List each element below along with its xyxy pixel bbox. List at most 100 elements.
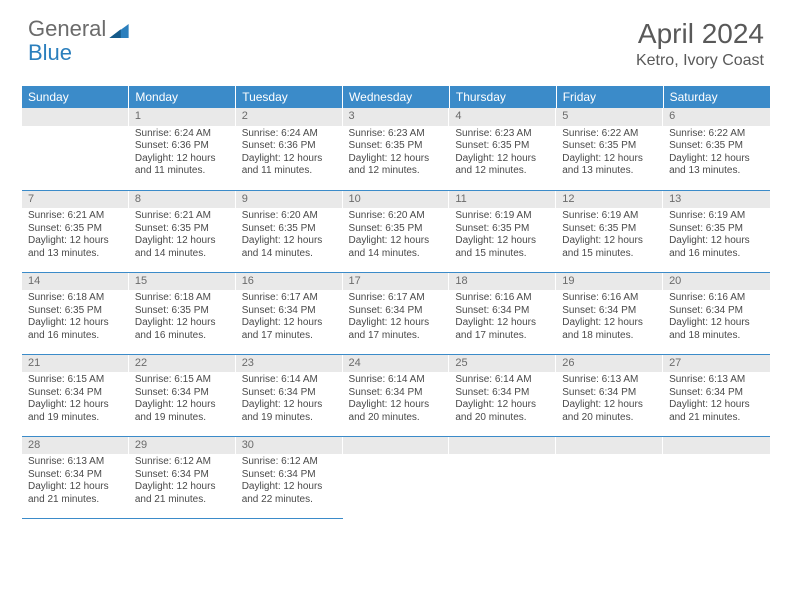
sunset-text: Sunset: 6:34 PM: [28, 387, 123, 400]
day-number: 8: [129, 191, 236, 209]
sunset-text: Sunset: 6:34 PM: [242, 469, 337, 482]
day-number: 3: [343, 108, 450, 126]
daylight-text: Daylight: 12 hours: [28, 399, 123, 412]
calendar-week-row: 21Sunrise: 6:15 AMSunset: 6:34 PMDayligh…: [22, 354, 770, 436]
day-details: Sunrise: 6:23 AMSunset: 6:35 PMDaylight:…: [343, 126, 450, 182]
sunrise-text: Sunrise: 6:19 AM: [562, 210, 657, 223]
sunrise-text: Sunrise: 6:21 AM: [28, 210, 123, 223]
sunrise-text: Sunrise: 6:16 AM: [562, 292, 657, 305]
calendar-cell: 25Sunrise: 6:14 AMSunset: 6:34 PMDayligh…: [449, 354, 556, 436]
daylight-text: and 15 minutes.: [455, 248, 550, 261]
daylight-text: and 21 minutes.: [135, 494, 230, 507]
sunrise-text: Sunrise: 6:15 AM: [135, 374, 230, 387]
day-details: Sunrise: 6:21 AMSunset: 6:35 PMDaylight:…: [129, 208, 236, 264]
sunset-text: Sunset: 6:35 PM: [242, 223, 337, 236]
day-number: 12: [556, 191, 663, 209]
day-details: Sunrise: 6:16 AMSunset: 6:34 PMDaylight:…: [556, 290, 663, 346]
calendar-week-row: 14Sunrise: 6:18 AMSunset: 6:35 PMDayligh…: [22, 272, 770, 354]
calendar-cell: 26Sunrise: 6:13 AMSunset: 6:34 PMDayligh…: [556, 354, 663, 436]
daylight-text: and 11 minutes.: [242, 165, 337, 178]
day-details: Sunrise: 6:18 AMSunset: 6:35 PMDaylight:…: [22, 290, 129, 346]
daylight-text: and 13 minutes.: [669, 165, 764, 178]
daylight-text: and 17 minutes.: [455, 330, 550, 343]
sunrise-text: Sunrise: 6:23 AM: [455, 128, 550, 141]
day-number: 4: [449, 108, 556, 126]
daylight-text: Daylight: 12 hours: [135, 235, 230, 248]
calendar-cell: [343, 436, 450, 518]
daylight-text: Daylight: 12 hours: [349, 317, 444, 330]
calendar-cell: 24Sunrise: 6:14 AMSunset: 6:34 PMDayligh…: [343, 354, 450, 436]
weekday-header: Monday: [129, 86, 236, 108]
day-number: 9: [236, 191, 343, 209]
daylight-text: Daylight: 12 hours: [28, 481, 123, 494]
sunrise-text: Sunrise: 6:24 AM: [135, 128, 230, 141]
weekday-header: Thursday: [449, 86, 556, 108]
day-number: 14: [22, 273, 129, 291]
day-details: Sunrise: 6:12 AMSunset: 6:34 PMDaylight:…: [129, 454, 236, 510]
sunset-text: Sunset: 6:34 PM: [242, 387, 337, 400]
sunrise-text: Sunrise: 6:19 AM: [455, 210, 550, 223]
calendar-cell: [663, 436, 770, 518]
calendar-cell: 10Sunrise: 6:20 AMSunset: 6:35 PMDayligh…: [343, 190, 450, 272]
day-details: Sunrise: 6:24 AMSunset: 6:36 PMDaylight:…: [236, 126, 343, 182]
daylight-text: Daylight: 12 hours: [349, 235, 444, 248]
daylight-text: and 20 minutes.: [349, 412, 444, 425]
header: GeneralBlue April 2024 Ketro, Ivory Coas…: [0, 0, 792, 80]
day-number: 27: [663, 355, 770, 373]
weekday-header: Wednesday: [343, 86, 450, 108]
sunset-text: Sunset: 6:34 PM: [669, 387, 764, 400]
day-number: 24: [343, 355, 450, 373]
day-number: 30: [236, 437, 343, 455]
day-number: 26: [556, 355, 663, 373]
daylight-text: Daylight: 12 hours: [669, 153, 764, 166]
day-details: Sunrise: 6:23 AMSunset: 6:35 PMDaylight:…: [449, 126, 556, 182]
daylight-text: Daylight: 12 hours: [562, 235, 657, 248]
sunrise-text: Sunrise: 6:17 AM: [349, 292, 444, 305]
daylight-text: and 17 minutes.: [349, 330, 444, 343]
calendar-week-row: 1Sunrise: 6:24 AMSunset: 6:36 PMDaylight…: [22, 108, 770, 190]
weekday-header-row: Sunday Monday Tuesday Wednesday Thursday…: [22, 86, 770, 108]
calendar-cell: 29Sunrise: 6:12 AMSunset: 6:34 PMDayligh…: [129, 436, 236, 518]
calendar-cell: 23Sunrise: 6:14 AMSunset: 6:34 PMDayligh…: [236, 354, 343, 436]
daylight-text: and 16 minutes.: [669, 248, 764, 261]
day-details: Sunrise: 6:21 AMSunset: 6:35 PMDaylight:…: [22, 208, 129, 264]
calendar-cell: [22, 108, 129, 190]
daylight-text: and 11 minutes.: [135, 165, 230, 178]
title-block: April 2024 Ketro, Ivory Coast: [636, 18, 764, 70]
daylight-text: and 21 minutes.: [28, 494, 123, 507]
daylight-text: Daylight: 12 hours: [669, 399, 764, 412]
calendar-cell: 17Sunrise: 6:17 AMSunset: 6:34 PMDayligh…: [343, 272, 450, 354]
daylight-text: and 21 minutes.: [669, 412, 764, 425]
day-details: Sunrise: 6:18 AMSunset: 6:35 PMDaylight:…: [129, 290, 236, 346]
calendar-cell: 9Sunrise: 6:20 AMSunset: 6:35 PMDaylight…: [236, 190, 343, 272]
sunset-text: Sunset: 6:35 PM: [28, 223, 123, 236]
day-details: Sunrise: 6:17 AMSunset: 6:34 PMDaylight:…: [236, 290, 343, 346]
calendar-cell: 8Sunrise: 6:21 AMSunset: 6:35 PMDaylight…: [129, 190, 236, 272]
sunset-text: Sunset: 6:35 PM: [28, 305, 123, 318]
calendar-cell: 19Sunrise: 6:16 AMSunset: 6:34 PMDayligh…: [556, 272, 663, 354]
daylight-text: and 14 minutes.: [135, 248, 230, 261]
sunrise-text: Sunrise: 6:16 AM: [455, 292, 550, 305]
day-number: 2: [236, 108, 343, 126]
sunrise-text: Sunrise: 6:20 AM: [349, 210, 444, 223]
daylight-text: and 16 minutes.: [135, 330, 230, 343]
day-number: 11: [449, 191, 556, 209]
sunset-text: Sunset: 6:34 PM: [669, 305, 764, 318]
sunset-text: Sunset: 6:34 PM: [242, 305, 337, 318]
daylight-text: Daylight: 12 hours: [242, 399, 337, 412]
sunrise-text: Sunrise: 6:17 AM: [242, 292, 337, 305]
sunrise-text: Sunrise: 6:14 AM: [349, 374, 444, 387]
sunrise-text: Sunrise: 6:22 AM: [669, 128, 764, 141]
sunrise-text: Sunrise: 6:13 AM: [28, 456, 123, 469]
daylight-text: Daylight: 12 hours: [562, 317, 657, 330]
sunrise-text: Sunrise: 6:14 AM: [242, 374, 337, 387]
sunset-text: Sunset: 6:34 PM: [349, 387, 444, 400]
sunrise-text: Sunrise: 6:12 AM: [135, 456, 230, 469]
sunrise-text: Sunrise: 6:24 AM: [242, 128, 337, 141]
weekday-header: Sunday: [22, 86, 129, 108]
day-details: Sunrise: 6:16 AMSunset: 6:34 PMDaylight:…: [449, 290, 556, 346]
calendar-cell: 5Sunrise: 6:22 AMSunset: 6:35 PMDaylight…: [556, 108, 663, 190]
daylight-text: Daylight: 12 hours: [455, 235, 550, 248]
day-details: Sunrise: 6:14 AMSunset: 6:34 PMDaylight:…: [449, 372, 556, 428]
calendar-cell: 27Sunrise: 6:13 AMSunset: 6:34 PMDayligh…: [663, 354, 770, 436]
